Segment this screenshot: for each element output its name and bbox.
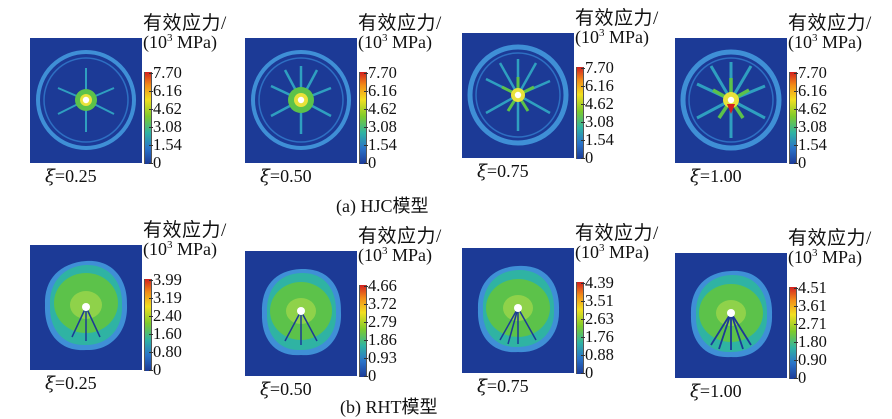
colorbar-tick: 6.16 — [149, 81, 182, 100]
xi-label: ξ=0.25 — [45, 166, 97, 187]
colorbar-tick: 3.08 — [794, 117, 827, 136]
xi-label: ξ=1.00 — [690, 166, 742, 187]
hjc-stress-contour-3 — [462, 33, 574, 158]
colorbar-tick: 3.51 — [581, 291, 614, 310]
colorbar-unit: (103 MPa) — [143, 32, 217, 52]
colorbar-tick: 3.72 — [364, 294, 397, 313]
colorbar-tick: 3.19 — [149, 288, 182, 307]
colorbar-tick: 3.61 — [794, 296, 827, 315]
colorbar-unit: (103 MPa) — [358, 245, 432, 265]
rht-panel-2: 有效应力/ (103 MPa) 4.66 3.72 2.79 1.86 0.93… — [230, 213, 442, 403]
caption-rht: (b) RHT模型 — [340, 397, 438, 417]
colorbar-tick: 2.71 — [794, 314, 827, 333]
colorbar-tick: 4.62 — [794, 99, 827, 118]
colorbar-tick: 1.54 — [581, 130, 614, 149]
rht-stress-contour-1 — [30, 245, 142, 370]
colorbar-tick: 1.60 — [149, 324, 182, 343]
colorbar-title: 有效应力/ — [575, 223, 659, 244]
hjc-panel-2: 有效应力/ (103 MPa) 7.70 6.16 4.62 3.08 1.54… — [230, 0, 442, 190]
colorbar-tick: 0.80 — [149, 342, 182, 361]
colorbar — [789, 287, 797, 379]
hjc-stress-contour-1 — [30, 38, 142, 163]
colorbar-tick: 0 — [148, 360, 162, 379]
colorbar-tick: 3.08 — [149, 117, 182, 136]
xi-label: ξ=0.75 — [477, 376, 529, 397]
colorbar-tick: 0.88 — [581, 345, 614, 364]
colorbar-tick: 0 — [793, 153, 807, 172]
rht-panel-1: 有效应力/ (103 MPa) 3.99 3.19 2.40 1.60 0.80… — [15, 207, 227, 397]
colorbar-tick: 7.70 — [364, 63, 397, 82]
colorbar-title: 有效应力/ — [358, 226, 442, 247]
hjc-panel-3: 有效应力/ (103 MPa) 7.70 6.16 4.62 3.08 1.54… — [447, 0, 659, 185]
colorbar-unit: (103 MPa) — [788, 32, 862, 52]
colorbar-tick: 4.51 — [794, 278, 827, 297]
colorbar-tick: 4.62 — [581, 94, 614, 113]
colorbar-tick: 6.16 — [581, 76, 614, 95]
hjc-stress-contour-2 — [245, 38, 357, 163]
colorbar-unit: (103 MPa) — [575, 27, 649, 47]
colorbar-tick: 1.76 — [581, 327, 614, 346]
colorbar-tick: 0.93 — [364, 348, 397, 367]
colorbar-tick: 0 — [580, 148, 594, 167]
colorbar-tick: 0 — [148, 153, 162, 172]
colorbar — [576, 282, 584, 374]
colorbar-tick: 1.54 — [149, 135, 182, 154]
colorbar-tick: 3.99 — [149, 270, 182, 289]
colorbar-tick: 3.08 — [581, 112, 614, 131]
colorbar-tick: 4.62 — [364, 99, 397, 118]
colorbar-tick: 1.54 — [364, 135, 397, 154]
colorbar — [359, 285, 367, 377]
colorbar-tick: 3.08 — [364, 117, 397, 136]
xi-label: ξ=1.00 — [690, 381, 742, 402]
colorbar-tick: 2.79 — [364, 312, 397, 331]
colorbar-unit: (103 MPa) — [788, 247, 862, 267]
colorbar-tick: 7.70 — [581, 58, 614, 77]
colorbar-tick: 0.90 — [794, 350, 827, 369]
colorbar-tick: 2.63 — [581, 309, 614, 328]
colorbar-title: 有效应力/ — [788, 228, 872, 249]
colorbar-tick: 1.80 — [794, 332, 827, 351]
xi-label: ξ=0.50 — [260, 379, 312, 400]
colorbar — [144, 279, 152, 371]
hjc-panel-1: 有效应力/ (103 MPa) 7.70 6.16 4.62 3.08 1.54… — [15, 0, 227, 190]
rht-panel-4: 有效应力/ (103 MPa) 4.51 3.61 2.71 1.80 0.90… — [660, 215, 872, 405]
colorbar-title: 有效应力/ — [575, 8, 659, 29]
colorbar — [789, 72, 797, 164]
colorbar-tick: 4.62 — [149, 99, 182, 118]
colorbar-title: 有效应力/ — [788, 13, 872, 34]
colorbar-unit: (103 MPa) — [143, 239, 217, 259]
colorbar-tick: 1.54 — [794, 135, 827, 154]
colorbar-tick: 6.16 — [364, 81, 397, 100]
colorbar — [576, 67, 584, 159]
colorbar-title: 有效应力/ — [358, 13, 442, 34]
colorbar-tick: 7.70 — [794, 63, 827, 82]
colorbar-tick: 6.16 — [794, 81, 827, 100]
rht-stress-contour-4 — [675, 253, 787, 378]
colorbar-tick: 0 — [580, 363, 594, 382]
xi-label: ξ=0.25 — [45, 373, 97, 394]
xi-label: ξ=0.75 — [477, 161, 529, 182]
colorbar-tick: 0 — [793, 368, 807, 387]
colorbar-tick: 4.39 — [581, 273, 614, 292]
colorbar-tick: 1.86 — [364, 330, 397, 349]
rht-stress-contour-2 — [245, 251, 357, 376]
xi-label: ξ=0.50 — [260, 166, 312, 187]
colorbar-title: 有效应力/ — [143, 13, 227, 34]
colorbar-unit: (103 MPa) — [575, 242, 649, 262]
colorbar — [359, 72, 367, 164]
colorbar-unit: (103 MPa) — [358, 32, 432, 52]
rht-stress-contour-3 — [462, 248, 574, 373]
hjc-stress-contour-4 — [675, 38, 787, 163]
caption-hjc: (a) HJC模型 — [336, 196, 429, 216]
colorbar-tick: 0 — [363, 153, 377, 172]
colorbar-title: 有效应力/ — [143, 220, 227, 241]
hjc-panel-4: 有效应力/ (103 MPa) 7.70 6.16 4.62 3.08 1.54… — [660, 0, 872, 190]
colorbar-tick: 0 — [363, 366, 377, 385]
colorbar-tick: 2.40 — [149, 306, 182, 325]
colorbar-tick: 4.66 — [364, 276, 397, 295]
colorbar-tick: 7.70 — [149, 63, 182, 82]
rht-panel-3: 有效应力/ (103 MPa) 4.39 3.51 2.63 1.76 0.88… — [447, 210, 659, 400]
colorbar — [144, 72, 152, 164]
